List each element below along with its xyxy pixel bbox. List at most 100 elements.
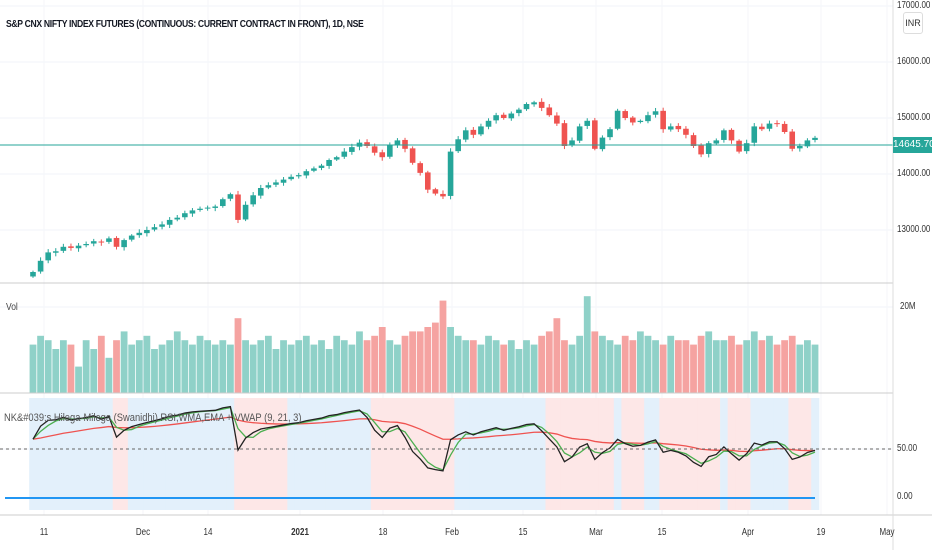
volume-bar [667,335,675,393]
volume-bar [773,344,781,393]
volume-bar [128,344,136,393]
candle-body [743,143,750,152]
volume-bar [530,344,538,393]
signal-band [393,398,402,510]
volume-bar [166,340,174,393]
candle-body [599,137,606,150]
signal-band [477,398,486,510]
signal-band [287,398,296,510]
candle-body [500,114,507,118]
volume-bar [576,335,584,393]
time-tick: 2021 [291,527,309,538]
candle-body [250,195,256,205]
symbol-title[interactable]: S&P CNX NIFTY INDEX FUTURES (CONTINUOUS:… [6,18,364,30]
volume-bar [204,340,212,393]
signal-band [135,398,144,510]
volume-bar [135,340,143,393]
volume-bar [553,318,561,393]
signal-band [499,398,509,510]
candle-body [121,240,127,248]
volume-bar [181,340,189,393]
candle-body [440,193,446,197]
volume-bar [44,340,52,393]
candle-body [60,246,67,251]
signal-band [234,398,243,510]
price-label: 15000.00 [897,112,931,123]
candle-body [387,144,393,157]
candle-body [546,107,553,116]
candle-body [326,160,332,166]
candle-body [128,235,135,240]
candle-body [781,123,788,132]
candle-body [789,131,796,149]
candle-body [204,207,211,209]
candle-body [614,110,621,129]
volume-bar [561,340,568,393]
candle-body [394,140,401,146]
time-tick: Feb [445,527,459,538]
volume-bar [37,335,44,393]
volume-bar [424,327,432,393]
candle-body [90,241,97,244]
last-price-badge: 14645.70 [893,137,932,153]
volume-bar [287,344,295,393]
volume-bar [758,340,766,393]
candle-body [295,175,302,177]
volume-bar [545,331,553,393]
volume-bar [75,366,82,393]
signal-band [127,398,136,510]
volume-bar [431,322,439,393]
signal-band [158,398,167,510]
indicator-label[interactable]: NK&#039;s Hilega-Milega (Swanidhi) RSI,W… [4,412,302,424]
signal-band [598,398,607,510]
time-tick: 15 [518,527,528,538]
volume-bar [151,349,158,393]
volume-bar [690,344,697,393]
signal-band [29,398,38,510]
candle-body [812,137,818,140]
signal-band [583,398,592,510]
signal-band [264,398,273,510]
signal-band [241,398,250,510]
candle-body [645,115,651,122]
candle-body [83,244,89,246]
candle-body [349,147,355,152]
volume-bar [712,340,720,393]
candle-body [364,142,370,146]
signal-band [424,398,433,510]
currency-button[interactable]: INR [903,12,923,34]
candle-body [728,129,735,141]
signal-band [659,398,668,510]
signal-band [780,398,789,510]
volume-bar [766,335,773,393]
candle-body [660,110,666,130]
volume-bar [59,340,67,393]
candle-body [493,115,499,121]
volume-bar [394,344,401,393]
signal-band [59,398,68,510]
volume-bar [583,296,591,393]
signal-band [621,398,630,510]
candle-body [288,176,294,180]
candle-body [508,113,515,119]
volume-bar [196,335,204,393]
signal-band [82,398,91,510]
volume-label[interactable]: Vol [6,302,18,313]
volume-bar [378,327,386,393]
candle-body [235,194,241,220]
signal-band [568,398,577,510]
signal-band [796,398,805,510]
signal-band [310,398,319,510]
time-tick: Dec [135,527,151,538]
volume-bar [363,340,371,393]
candle-body [432,189,439,194]
candle-body [523,104,530,110]
candle-body [652,111,659,115]
volume-bar [507,340,515,393]
candle-body [98,241,105,243]
signal-band [279,398,288,510]
volume-bar [234,318,242,393]
signal-band [606,398,615,510]
volume-bar [606,340,614,393]
